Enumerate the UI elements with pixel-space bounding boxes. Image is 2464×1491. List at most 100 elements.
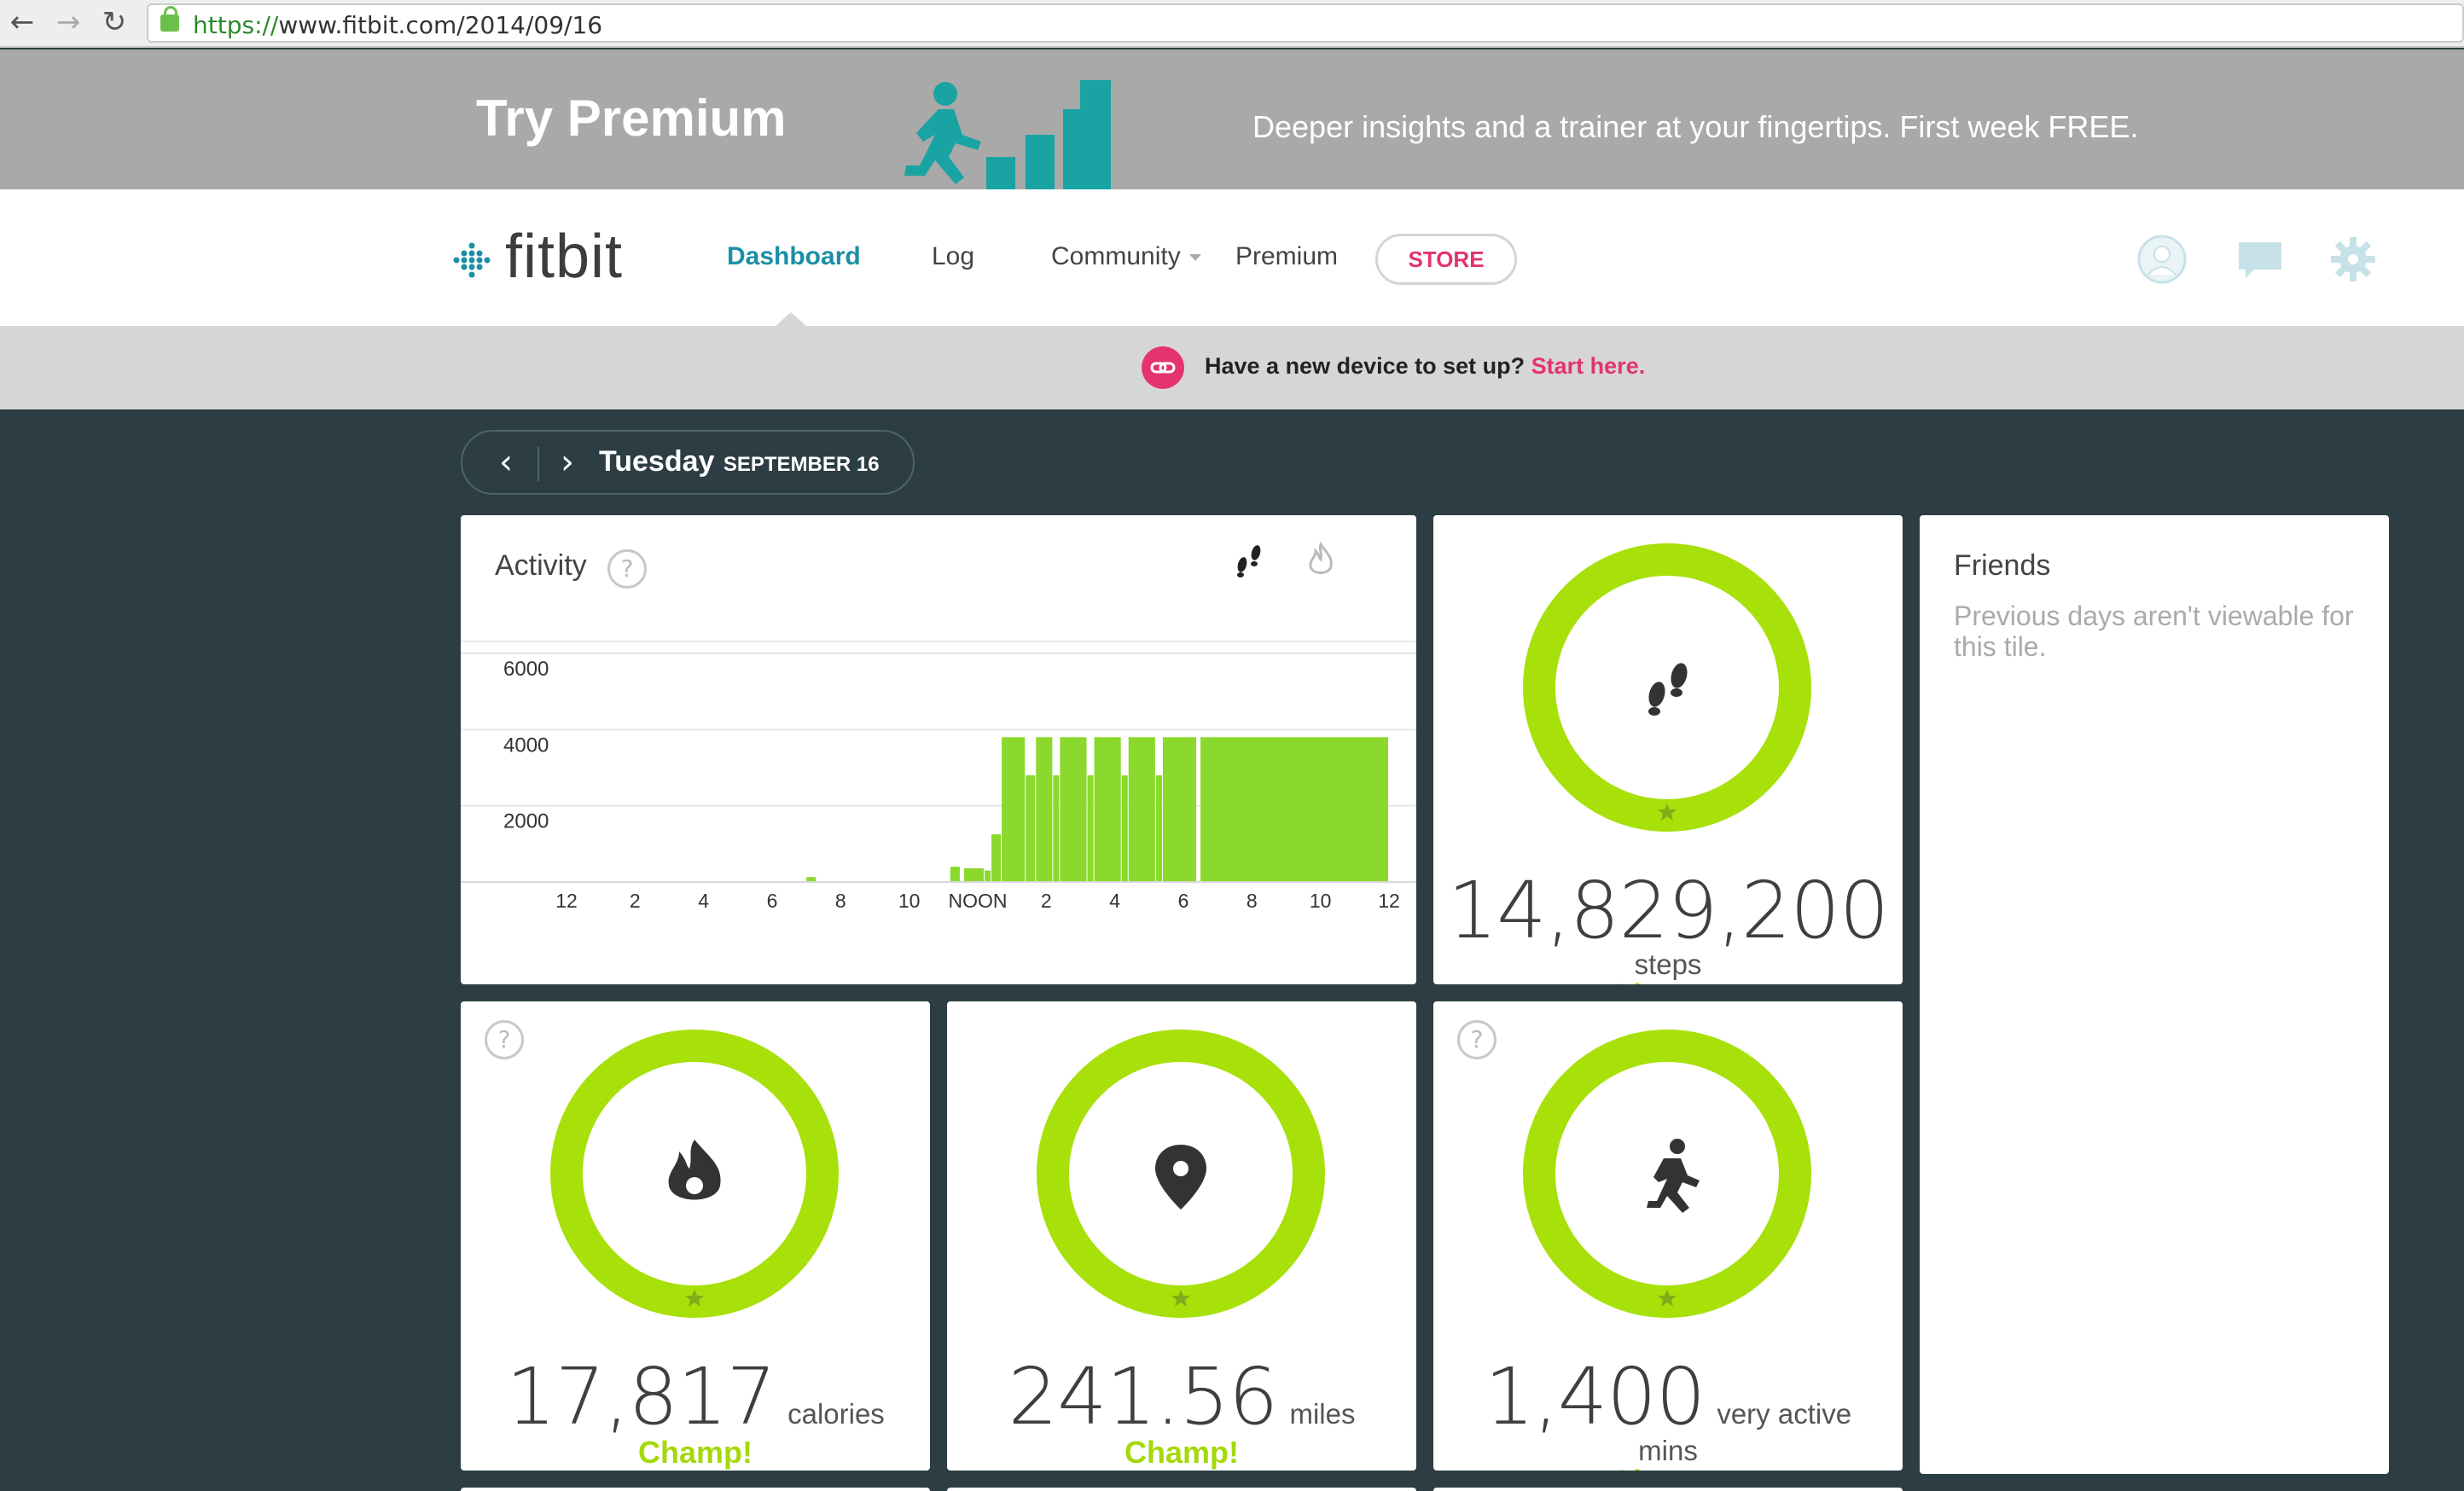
help-icon[interactable]: ? <box>607 549 647 589</box>
chart-x-tick-label: 2 <box>630 890 641 912</box>
nav-premium[interactable]: Premium <box>1235 242 1339 270</box>
previous-day-chevron-icon[interactable]: ‹ <box>499 443 513 482</box>
premium-title: Try Premium <box>476 90 787 147</box>
nav-log[interactable]: Log <box>932 242 975 270</box>
calories-toggle-flame-icon[interactable] <box>1304 541 1338 578</box>
calories-champ-label: Champ! <box>638 1435 753 1470</box>
activity-bar <box>806 877 816 882</box>
chart-x-tick-label: 2 <box>1041 890 1052 912</box>
activity-bar <box>1094 737 1121 882</box>
activity-bar <box>985 870 991 882</box>
date-divider <box>538 447 539 481</box>
footsteps-icon <box>1648 663 1688 716</box>
distance-value: 241.56 <box>1008 1351 1279 1442</box>
active-unit2-row: mins <box>1433 1435 1903 1467</box>
activity-chart: 6000 4000 2000 12 2 4 6 8 10 NOON 2 4 6 8 10 12 <box>461 641 1416 912</box>
nav-community[interactable]: Community <box>1051 242 1201 271</box>
link-icon <box>1142 346 1184 389</box>
calories-tile[interactable]: ? 17,817 calories Champ! <box>461 1001 930 1471</box>
next-tile-row-3 <box>1433 1488 1903 1491</box>
url-text: https://www.fitbit.com/2014/09/16 <box>193 11 603 39</box>
activity-bar <box>1053 775 1060 882</box>
chart-x-tick-label: 8 <box>1247 890 1258 912</box>
distance-champ-label: Champ! <box>1124 1435 1239 1470</box>
fitbit-wordmark: fitbit <box>505 223 624 291</box>
chart-x-tick-label: 4 <box>1109 890 1120 912</box>
date-selector: ‹ › Tuesday SEPTEMBER 16 <box>461 430 915 495</box>
date-label: Tuesday SEPTEMBER 16 <box>599 445 880 479</box>
nav-community-label: Community <box>1051 242 1181 270</box>
friends-message: Previous days aren't viewable for this t… <box>1954 600 2354 662</box>
steps-progress-ring <box>1523 543 1811 832</box>
friends-title: Friends <box>1954 549 2051 582</box>
flame-icon <box>668 1140 721 1200</box>
main-header: fitbit Dashboard Log Community Premium S… <box>0 189 2464 328</box>
premium-bar-icon <box>1080 80 1111 189</box>
avatar-icon[interactable] <box>2136 234 2188 285</box>
distance-value-row: 241.56 miles <box>947 1351 1416 1442</box>
next-tile-row-2 <box>947 1488 1416 1491</box>
activity-bar <box>1036 737 1053 882</box>
activity-tile[interactable]: Activity ? 6000 4000 2000 12 2 4 6 8 10 NOON 2 4 6 8 1… <box>461 515 1416 984</box>
active-champ-label: Champ! <box>1433 1464 1903 1471</box>
lock-icon <box>160 6 179 32</box>
gear-icon[interactable] <box>2327 234 2379 285</box>
next-day-chevron-icon[interactable]: › <box>561 443 574 482</box>
active-unit: very active <box>1717 1398 1852 1430</box>
fitbit-logo[interactable]: fitbit <box>452 222 657 291</box>
steps-value-row: 14,829,200 <box>1433 865 1903 956</box>
device-setup-message: Have a new device to set up? Start here. <box>1205 353 1645 380</box>
chart-x-tick-label: 6 <box>1178 890 1189 912</box>
activity-title: Activity <box>495 549 587 582</box>
activity-bar <box>1060 737 1087 882</box>
steps-tile[interactable]: 14,829,200 steps Champ! <box>1433 515 1903 984</box>
steps-value: 14,829,200 <box>1447 865 1890 956</box>
date-day: Tuesday <box>599 445 715 478</box>
activity-bar <box>991 834 1002 882</box>
premium-banner[interactable]: Try Premium Deeper insights and a traine… <box>0 49 2464 189</box>
friends-tile: Friends Previous days aren't viewable fo… <box>1920 515 2389 1474</box>
nav-dashboard[interactable]: Dashboard <box>727 242 861 270</box>
calories-unit: calories <box>787 1398 885 1430</box>
chart-x-tick-label: 6 <box>767 890 778 912</box>
fitbit-dots-icon <box>453 242 491 278</box>
premium-tagline: Deeper insights and a trainer at your fi… <box>1252 109 2139 144</box>
activity-bar <box>1002 737 1026 882</box>
active-minutes-tile[interactable]: ? 1,400 very active mins Champ! <box>1433 1001 1903 1471</box>
forward-arrow-icon[interactable]: → <box>55 5 81 39</box>
start-here-link[interactable]: Start here. <box>1531 353 1646 379</box>
chart-x-tick-label: 12 <box>1378 890 1400 912</box>
steps-champ-label: Champ! <box>1433 978 1903 984</box>
chart-x-tick-label: 8 <box>835 890 846 912</box>
chart-x-tick-label: 12 <box>555 890 578 912</box>
steps-unit-row: steps <box>1433 949 1903 981</box>
distance-tile[interactable]: 241.56 miles Champ! <box>947 1001 1416 1471</box>
chevron-down-icon <box>1188 254 1201 262</box>
steps-toggle-footsteps-icon[interactable] <box>1230 541 1268 578</box>
location-pin-icon <box>1155 1145 1206 1210</box>
distance-unit: miles <box>1289 1398 1356 1430</box>
device-setup-text: Have a new device to set up? <box>1205 353 1525 379</box>
messages-icon[interactable] <box>2235 234 2287 285</box>
activity-bar <box>1128 737 1155 882</box>
address-bar[interactable]: https://www.fitbit.com/2014/09/16 <box>147 3 2464 43</box>
activity-bar <box>950 867 960 882</box>
next-tile-row-1 <box>461 1488 930 1491</box>
active-help-icon[interactable]: ? <box>1457 1020 1496 1059</box>
back-arrow-icon[interactable]: ← <box>9 5 35 39</box>
steps-unit: steps <box>1634 949 1702 980</box>
chart-x-tick-label: 10 <box>1310 890 1332 912</box>
distance-progress-ring <box>1037 1030 1325 1318</box>
calories-help-icon[interactable]: ? <box>485 1020 524 1059</box>
device-setup-bar: Have a new device to set up? Start here. <box>0 326 2464 409</box>
activity-bar <box>963 867 985 882</box>
activity-bar <box>1162 737 1197 882</box>
active-value: 1,400 <box>1484 1351 1706 1442</box>
running-man-icon <box>1647 1139 1700 1213</box>
date-month-day: SEPTEMBER 16 <box>723 453 880 476</box>
store-button[interactable]: STORE <box>1375 234 1517 285</box>
activity-bar <box>1200 737 1388 882</box>
activity-bar <box>1087 775 1094 882</box>
activity-bar <box>1155 775 1162 882</box>
reload-icon[interactable]: ↻ <box>102 5 127 39</box>
